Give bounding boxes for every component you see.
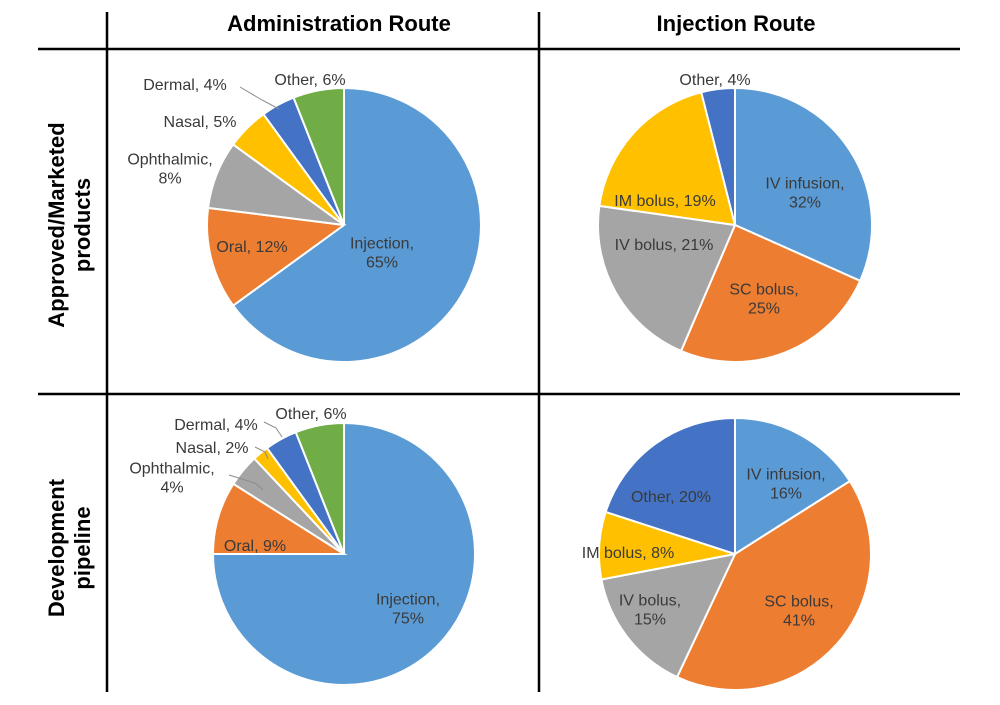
slice-label-line: Nasal, 2% (176, 440, 249, 457)
slice-label-line: Other, 6% (275, 406, 346, 423)
pie-slice-other (294, 421, 345, 555)
pie-slice-iv-bolus (600, 552, 737, 679)
slice-label-other: Other, 4% (679, 72, 750, 89)
slice-label-line: 4% (160, 480, 183, 497)
leader-line-dermal (263, 421, 283, 438)
slice-label-line: IV infusion, (746, 467, 825, 484)
slice-label-line: SC bolus, (764, 594, 833, 611)
slice-label-line: 8% (158, 171, 181, 188)
slice-label-line: 16% (770, 486, 802, 503)
slice-label-line: 25% (748, 301, 780, 318)
slice-label-line: Ophthalmic, (127, 152, 212, 169)
slice-label-nasal: Nasal, 2% (176, 440, 249, 457)
slice-label-line: IM bolus, 19% (614, 193, 715, 210)
slice-label-line: Dermal, 4% (174, 417, 258, 434)
slice-label-dermal: Dermal, 4% (143, 77, 227, 94)
slice-label-im-bolus: IM bolus, 19% (614, 193, 715, 210)
pie-slice-other (292, 86, 345, 226)
slice-label-line: Injection, (376, 592, 440, 609)
slice-label-line: 15% (634, 612, 666, 629)
pie-slice-injection (211, 421, 476, 686)
slice-label-line: Other, 4% (679, 72, 750, 89)
pie-slice-other (604, 416, 736, 556)
slice-label-ophthalmic: Ophthalmic, 4% (129, 461, 214, 497)
slice-label-line: IV bolus, (619, 593, 681, 610)
slice-label-ophthalmic: Ophthalmic, 8% (127, 152, 212, 188)
pie-slice-iv-infusion (734, 86, 873, 283)
pie-slice-oral (206, 206, 347, 307)
slice-label-iv-infusion: IV infusion, 16% (746, 467, 825, 503)
slice-label-iv-infusion: IV infusion, 32% (765, 176, 844, 212)
slice-label-line: IM bolus, 8% (582, 545, 674, 562)
column-header-injection-route: Injection Route (657, 11, 816, 36)
slice-label-sc-bolus: SC bolus, 41% (764, 594, 833, 630)
slice-label-injection: Injection, 65% (350, 236, 414, 272)
leader-line-ophthalmic (228, 474, 264, 491)
slice-label-line: 75% (392, 611, 424, 628)
pie-slice-sc-bolus (679, 223, 862, 363)
slice-label-dermal: Dermal, 4% (174, 417, 258, 434)
slice-label-im-bolus: IM bolus, 8% (582, 545, 674, 562)
slice-label-line: Nasal, 5% (164, 114, 237, 131)
slice-label-iv-bolus: IV bolus, 21% (615, 237, 714, 254)
slice-label-oral: Oral, 9% (224, 538, 286, 555)
pie-injection-development: IV infusion, 16%SC bolus, 41%IV bolus, 15%I… (582, 416, 872, 691)
pie-slice-iv-bolus (597, 204, 737, 353)
slice-label-nasal: Nasal, 5% (164, 114, 237, 131)
pie-slice-other (700, 86, 736, 226)
leader-line-dermal (239, 86, 280, 110)
row-header-development: Development pipeline (44, 478, 95, 617)
column-header-administration-route: Administration Route (227, 11, 451, 36)
slice-label-sc-bolus: SC bolus, 25% (729, 282, 798, 318)
slice-label-iv-bolus: IV bolus, 15% (619, 593, 681, 629)
slice-label-line: Other, 6% (274, 72, 345, 89)
row-header-development-line2: pipeline (70, 506, 95, 589)
slice-label-line: 65% (366, 255, 398, 272)
slice-label-line: Dermal, 4% (143, 77, 227, 94)
slice-label-other: Other, 20% (631, 489, 711, 506)
slice-label-injection: Injection, 75% (376, 592, 440, 628)
slice-label-other: Other, 6% (274, 72, 345, 89)
row-header-development-line1: Development (44, 478, 69, 617)
pie-slice-injection (231, 86, 482, 363)
pie-administration-development: Injection, 75% Oral, 9% Ophthalmic, 4% Nasal,… (129, 406, 476, 686)
row-header-approved-line1: Approved/Marketed (44, 122, 69, 327)
slice-label-line: Other, 20% (631, 489, 711, 506)
slice-label-line: Injection, (350, 236, 414, 253)
pie-administration-approved: Injection, 65% Oral, 12% Ophthalmic, 8% Nasal… (127, 72, 482, 363)
slice-label-line: IV infusion, (765, 176, 844, 193)
slice-label-line: SC bolus, (729, 282, 798, 299)
row-header-approved: Approved/Marketed products (44, 122, 95, 327)
slice-label-line: Oral, 12% (216, 239, 287, 256)
leader-line-nasal (254, 446, 269, 460)
pie-injection-approved: IV infusion, 32% SC bolus, 25% IV bolus, 21%… (597, 72, 873, 363)
slice-label-oral: Oral, 12% (216, 239, 287, 256)
slice-label-line: 41% (783, 613, 815, 630)
slice-label-line: Ophthalmic, (129, 461, 214, 478)
slice-label-line: IV bolus, 21% (615, 237, 714, 254)
slice-label-line: Oral, 9% (224, 538, 286, 555)
slice-label-other: Other, 6% (275, 406, 346, 423)
pie-slice-sc-bolus (675, 479, 872, 691)
pie-slice-im-bolus (598, 91, 737, 227)
pie-slice-iv-infusion (734, 416, 852, 556)
slice-label-line: 32% (789, 195, 821, 212)
row-header-approved-line2: products (70, 178, 95, 272)
